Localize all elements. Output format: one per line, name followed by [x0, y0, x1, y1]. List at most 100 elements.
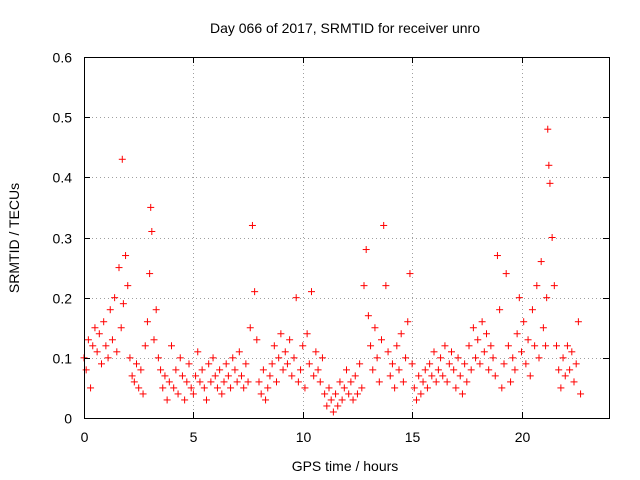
- data-point: [106, 306, 114, 314]
- data-point: [415, 372, 423, 380]
- data-point: [318, 354, 326, 362]
- x-tick-label: 15: [405, 429, 421, 445]
- chart-title: Day 066 of 2017, SRMTID for receiver unr…: [210, 20, 480, 36]
- data-point: [498, 384, 506, 392]
- data-point: [570, 378, 578, 386]
- data-point: [518, 348, 525, 356]
- x-axis-label: GPS time / hours: [292, 458, 399, 474]
- data-point: [364, 312, 372, 320]
- data-point: [294, 378, 302, 386]
- data-point: [563, 342, 571, 350]
- data-point: [224, 372, 232, 380]
- data-point: [95, 330, 103, 338]
- data-point: [360, 282, 368, 290]
- data-point: [404, 318, 412, 326]
- data-point: [183, 378, 191, 386]
- data-point: [154, 354, 162, 362]
- data-point: [235, 348, 243, 356]
- data-point: [393, 342, 401, 350]
- data-point: [358, 384, 366, 392]
- data-point: [535, 354, 543, 362]
- data-point: [141, 342, 149, 350]
- data-point: [351, 372, 359, 380]
- data-point: [115, 264, 123, 272]
- data-point: [216, 366, 224, 374]
- data-point: [423, 384, 431, 392]
- data-point: [281, 348, 289, 356]
- data-point: [574, 318, 582, 326]
- data-point: [557, 384, 565, 392]
- x-tick-label: 20: [515, 429, 531, 445]
- data-points: [80, 125, 585, 416]
- data-point: [568, 348, 576, 356]
- data-point: [432, 378, 440, 386]
- data-point: [172, 366, 180, 374]
- data-point: [257, 390, 265, 398]
- data-point: [161, 372, 169, 380]
- data-point: [428, 372, 436, 380]
- data-point: [450, 366, 458, 374]
- data-point: [408, 360, 416, 368]
- data-point: [448, 348, 455, 356]
- data-point: [356, 360, 364, 368]
- data-point: [456, 372, 464, 380]
- data-point: [218, 390, 226, 398]
- data-point: [542, 342, 550, 350]
- data-point: [353, 390, 361, 398]
- data-point: [485, 366, 493, 374]
- data-point: [203, 396, 210, 404]
- data-point: [100, 318, 108, 326]
- data-point: [163, 396, 171, 404]
- data-point: [329, 408, 337, 416]
- data-point: [231, 366, 239, 374]
- data-point: [181, 396, 189, 404]
- data-point: [343, 366, 350, 374]
- data-point: [524, 336, 532, 344]
- data-point: [553, 342, 560, 350]
- data-point: [528, 306, 536, 314]
- data-point: [483, 330, 490, 338]
- data-point: [148, 227, 156, 235]
- data-point: [305, 360, 313, 368]
- data-point: [378, 336, 385, 344]
- data-point: [277, 330, 285, 338]
- data-point: [467, 366, 475, 374]
- data-point: [279, 366, 287, 374]
- data-point: [504, 342, 512, 350]
- data-point: [227, 384, 235, 392]
- data-point: [240, 384, 248, 392]
- data-point: [139, 390, 147, 398]
- data-point: [128, 372, 136, 380]
- y-tick-label: 0.1: [53, 351, 73, 367]
- data-point: [386, 372, 394, 380]
- data-point: [205, 360, 213, 368]
- data-point: [297, 366, 305, 374]
- data-point: [472, 354, 480, 362]
- data-point: [152, 306, 160, 314]
- data-point: [159, 384, 167, 392]
- data-point: [491, 372, 499, 380]
- data-point: [117, 324, 125, 332]
- data-point: [118, 155, 126, 163]
- data-point: [336, 378, 344, 386]
- data-point: [522, 360, 530, 368]
- data-point: [270, 342, 278, 350]
- data-point: [288, 372, 296, 380]
- data-point: [382, 282, 390, 290]
- data-point: [397, 330, 405, 338]
- data-point: [209, 354, 217, 362]
- data-point: [561, 372, 569, 380]
- data-point: [113, 348, 121, 356]
- data-point: [445, 360, 453, 368]
- data-point: [194, 348, 202, 356]
- data-point: [545, 161, 553, 169]
- data-point: [441, 342, 449, 350]
- data-point: [371, 324, 379, 332]
- data-point: [189, 390, 197, 398]
- data-point: [454, 354, 462, 362]
- data-point: [546, 179, 554, 187]
- data-point: [543, 294, 551, 302]
- data-point: [399, 378, 407, 386]
- data-point: [452, 384, 460, 392]
- data-point: [539, 324, 547, 332]
